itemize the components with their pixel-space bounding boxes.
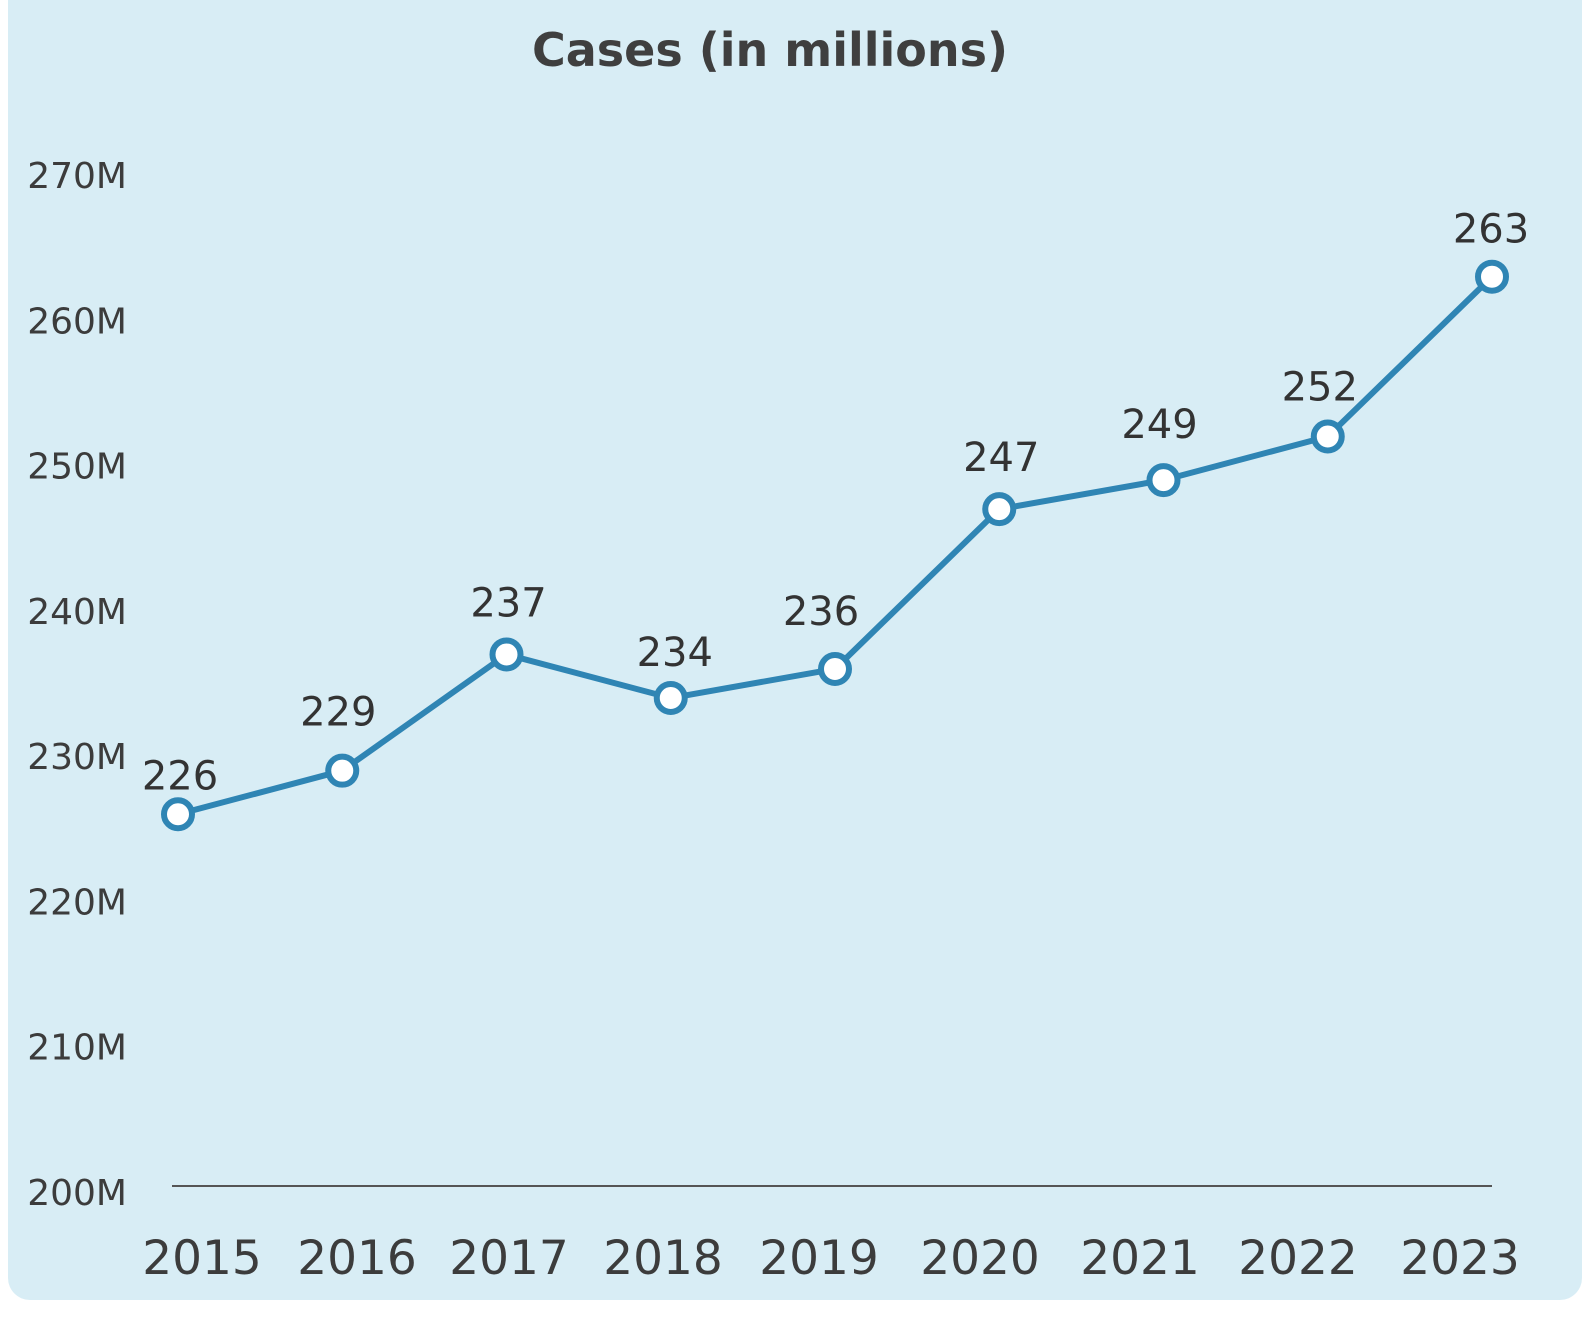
data-point-marker bbox=[161, 797, 195, 832]
data-label: 234 bbox=[637, 630, 713, 676]
y-tick-label: 210M bbox=[27, 1028, 127, 1069]
x-tick-label: 2016 bbox=[297, 1231, 417, 1286]
data-label: 226 bbox=[142, 753, 218, 799]
data-point-marker bbox=[1310, 419, 1345, 454]
data-label: 247 bbox=[963, 435, 1039, 481]
data-point-marker bbox=[653, 681, 688, 716]
data-point-marker bbox=[489, 637, 524, 672]
x-tick-label: 2017 bbox=[449, 1231, 569, 1286]
y-tick-label: 270M bbox=[27, 156, 127, 197]
data-point-marker bbox=[325, 753, 360, 788]
data-point-marker bbox=[1475, 259, 1509, 294]
y-tick-label: 250M bbox=[27, 447, 127, 488]
x-tick-label: 2018 bbox=[603, 1231, 723, 1286]
chart-card bbox=[8, 0, 1582, 1300]
series-markers bbox=[161, 259, 1509, 832]
data-label: 236 bbox=[783, 589, 859, 635]
data-label: 229 bbox=[300, 690, 376, 736]
data-label: 237 bbox=[470, 580, 546, 626]
y-tick-label: 230M bbox=[27, 737, 127, 778]
data-point-marker bbox=[818, 651, 852, 686]
y-axis: 200M 210M 220M 230M 240M 250M 260M 270M bbox=[27, 156, 127, 1214]
x-tick-label: 2019 bbox=[759, 1231, 879, 1286]
data-point-marker bbox=[1146, 463, 1181, 498]
y-tick-label: 220M bbox=[27, 882, 127, 923]
y-tick-label: 200M bbox=[27, 1173, 127, 1214]
data-label: 249 bbox=[1121, 402, 1197, 448]
data-point-marker bbox=[982, 492, 1017, 527]
data-labels: 226 229 237 234 236 247 249 252 263 bbox=[142, 207, 1529, 800]
data-label: 263 bbox=[1453, 207, 1529, 253]
x-axis: 2015 2016 2017 2018 2019 2020 2021 2022 2023 bbox=[142, 1231, 1520, 1286]
x-tick-label: 2020 bbox=[920, 1231, 1040, 1286]
data-label: 252 bbox=[1282, 365, 1358, 411]
x-tick-label: 2022 bbox=[1238, 1231, 1358, 1286]
x-tick-label: 2021 bbox=[1080, 1231, 1200, 1286]
y-tick-label: 260M bbox=[27, 301, 127, 342]
chart-title: Cases (in millions) bbox=[532, 23, 1008, 77]
x-tick-label: 2023 bbox=[1400, 1231, 1520, 1286]
x-tick-label: 2015 bbox=[142, 1231, 262, 1286]
y-tick-label: 240M bbox=[27, 592, 127, 633]
